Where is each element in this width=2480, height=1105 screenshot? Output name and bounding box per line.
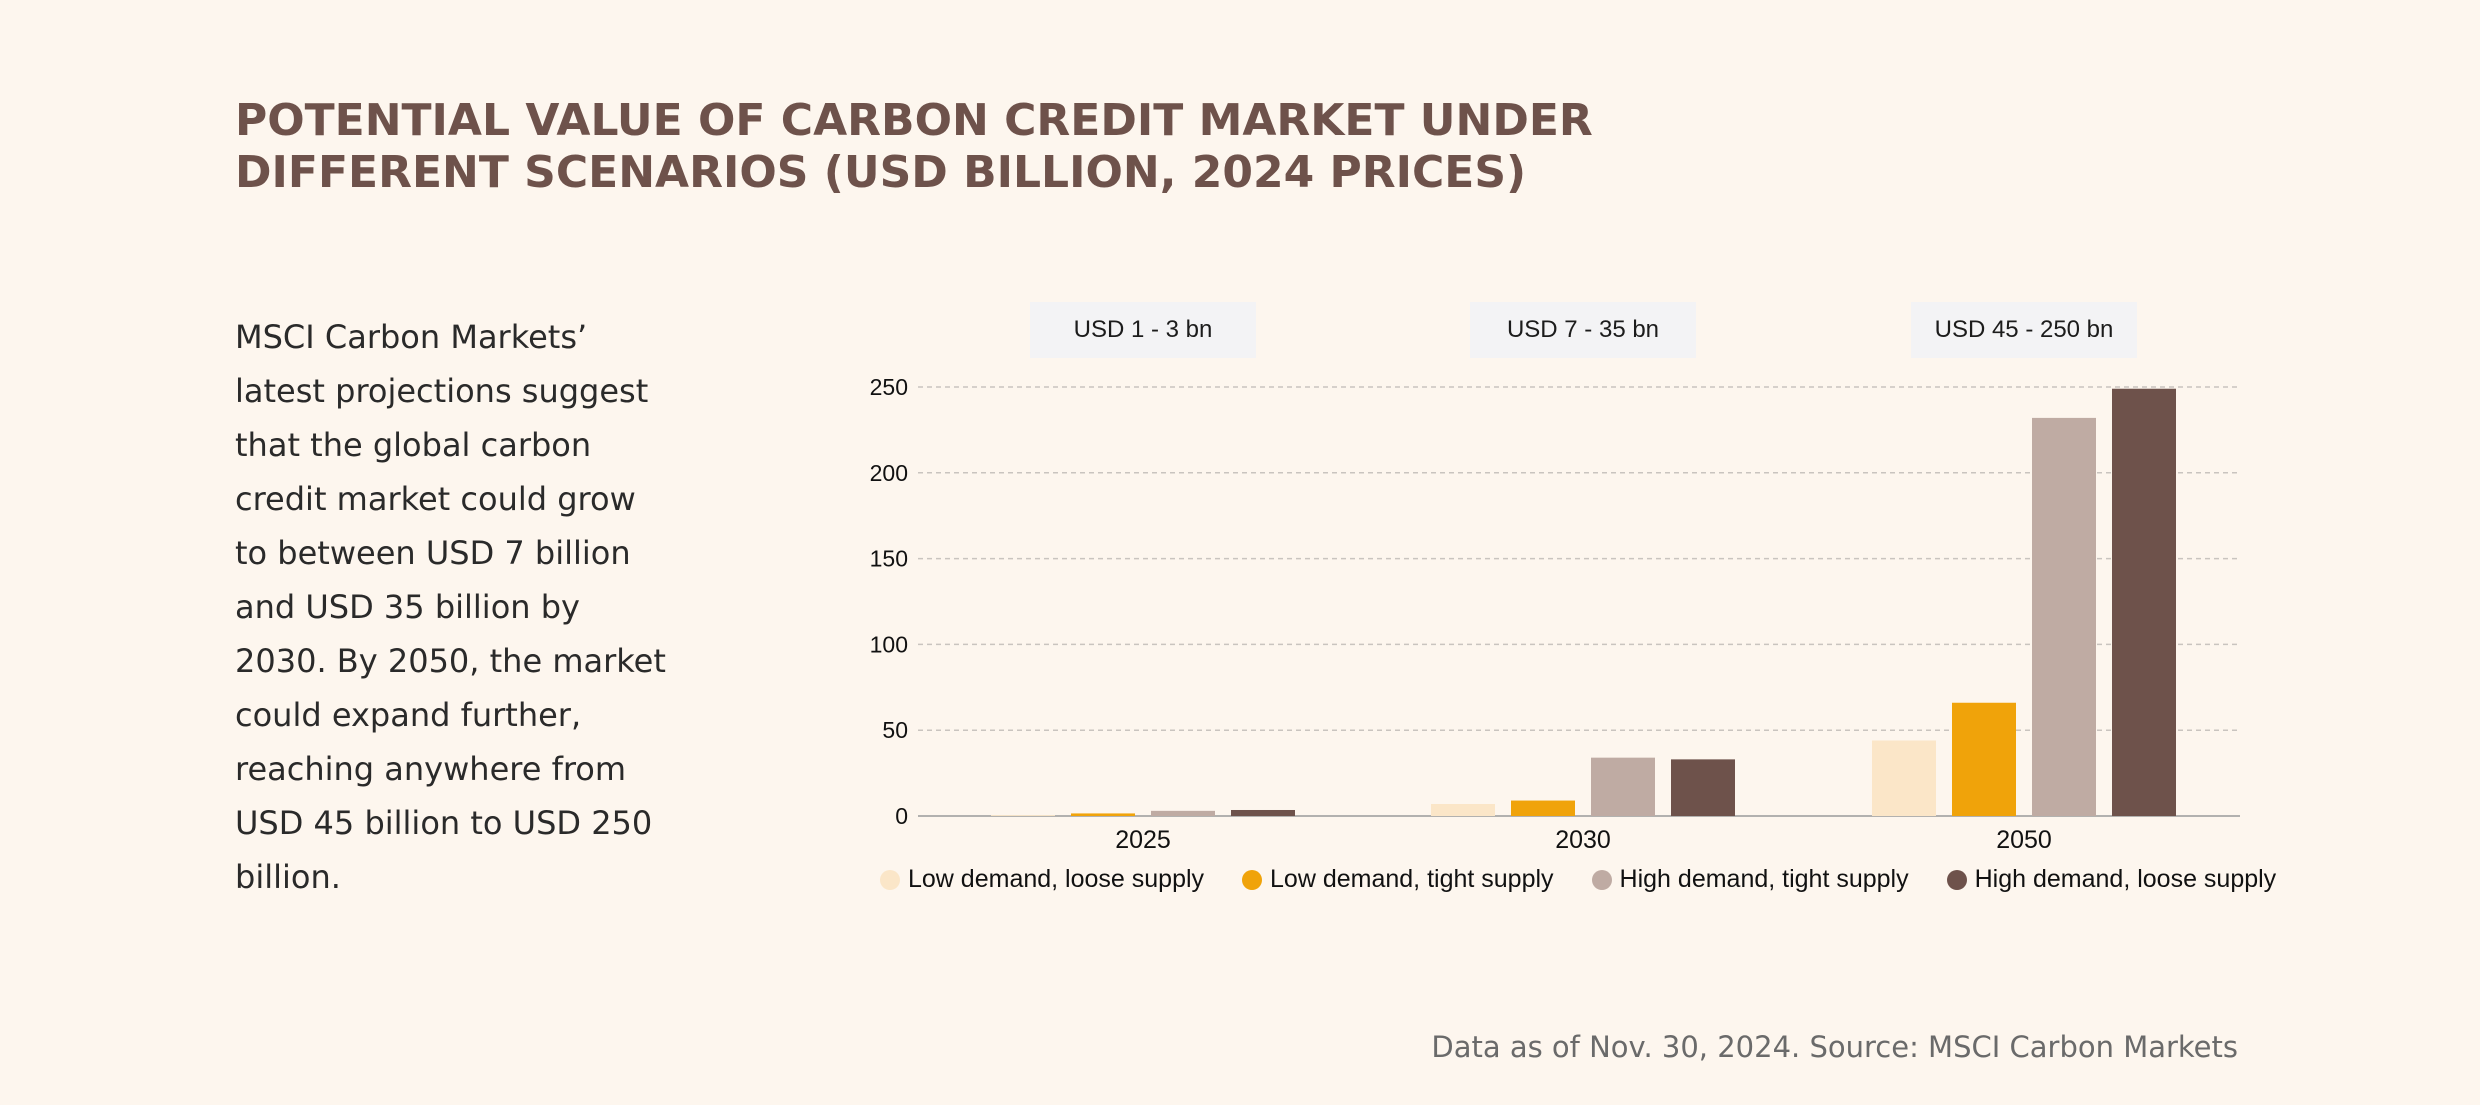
range-badge-2030: USD 7 - 35 bn	[1470, 302, 1696, 358]
bar	[1511, 800, 1575, 816]
range-badge-2050: USD 45 - 250 bn	[1911, 302, 2137, 358]
legend-item: High demand, tight supply	[1591, 865, 1909, 894]
x-tick-label: 2030	[1555, 826, 1611, 854]
bar	[1431, 803, 1495, 816]
legend-swatch	[1946, 869, 1967, 890]
legend-item: High demand, loose supply	[1946, 865, 2277, 894]
bar	[1952, 702, 2016, 816]
bar	[991, 815, 1055, 816]
y-tick-label: 150	[870, 546, 908, 572]
chart-legend: Low demand, loose supply Low demand, tigh…	[880, 865, 2276, 894]
chart-title-line-2: DIFFERENT SCENARIOS (USD BILLION, 2024 P…	[235, 147, 1527, 198]
legend-label: Low demand, tight supply	[1270, 865, 1554, 893]
bar	[2112, 388, 2176, 816]
bar	[1071, 813, 1135, 816]
legend-swatch	[880, 869, 900, 890]
y-tick-label: 200	[870, 460, 908, 486]
legend-label: High demand, loose supply	[1974, 865, 2277, 893]
legend-label: High demand, tight supply	[1619, 865, 1909, 893]
legend-item: Low demand, loose supply	[880, 865, 1204, 894]
chart-title-line-1: POTENTIAL VALUE OF CARBON CREDIT MARKET …	[235, 95, 1593, 146]
source-note: Data as of Nov. 30, 2024. Source: MSCI C…	[1431, 1030, 2238, 1064]
x-tick-label: 2050	[1996, 826, 2052, 854]
bar	[1872, 740, 1936, 816]
y-tick-label: 0	[895, 803, 908, 829]
bar	[1231, 809, 1295, 816]
legend-swatch	[1242, 869, 1263, 890]
legend-label: Low demand, loose supply	[908, 865, 1205, 893]
y-tick-label: 100	[870, 631, 908, 657]
bar	[1591, 757, 1655, 816]
chart-title: POTENTIAL VALUE OF CARBON CREDIT MARKET …	[235, 95, 1935, 199]
description-text: MSCI Carbon Markets’ latest projections …	[235, 318, 666, 896]
y-tick-label: 250	[870, 374, 908, 400]
bar	[1151, 810, 1215, 816]
bar	[1671, 759, 1735, 816]
x-tick-label: 2025	[1115, 826, 1171, 854]
legend-item: Low demand, tight supply	[1242, 865, 1554, 894]
legend-swatch	[1591, 869, 1612, 890]
y-tick-label: 50	[882, 717, 908, 743]
bar	[2032, 417, 2096, 816]
range-badge-2025: USD 1 - 3 bn	[1030, 302, 1256, 358]
